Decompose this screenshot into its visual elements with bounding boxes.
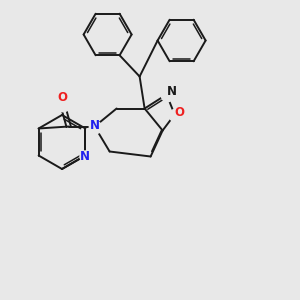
Text: O: O: [175, 106, 184, 119]
Text: N: N: [167, 85, 177, 98]
Text: O: O: [58, 91, 68, 104]
Text: N: N: [80, 150, 89, 163]
Text: N: N: [90, 119, 100, 132]
